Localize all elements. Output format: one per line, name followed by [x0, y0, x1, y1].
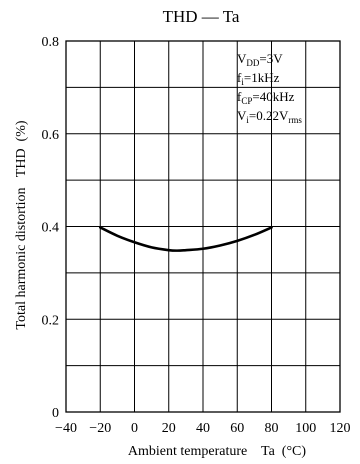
x-tick-labels: −40 −20 0 20 40 60 80 100 120: [55, 421, 350, 436]
y-axis-label: Total harmonic distortion THD (%): [14, 120, 29, 329]
x-tick-label: 20: [162, 421, 176, 436]
conditions-legend: VDD=3V fi=1kHz fCP=40kHz Vi=0.22Vrms: [237, 51, 302, 125]
condition-line: fi=1kHz: [237, 70, 280, 87]
y-tick-labels: 0 0.2 0.4 0.6 0.8: [42, 35, 60, 421]
y-tick-label: 0: [52, 406, 59, 421]
x-tick-label: 40: [196, 421, 210, 436]
condition-line: Vi=0.22Vrms: [237, 108, 302, 125]
condition-line: fCP=40kHz: [237, 89, 295, 106]
y-tick-label: 0.4: [42, 221, 60, 236]
x-tick-label: 80: [265, 421, 279, 436]
x-tick-label: 60: [230, 421, 244, 436]
curve-layer: [98, 226, 273, 252]
condition-line: VDD=3V: [237, 51, 283, 68]
plot-frame: [65, 40, 341, 413]
chart-title: THD — Ta: [163, 7, 240, 26]
y-tick-label: 0.2: [42, 313, 60, 328]
x-tick-label: −40: [55, 421, 77, 436]
x-tick-label: 120: [330, 421, 351, 436]
x-tick-label: 100: [295, 421, 316, 436]
x-axis-label: Ambient temperature Ta (°C): [128, 444, 306, 459]
grid: [65, 40, 341, 413]
thd-curve: [98, 226, 273, 252]
y-tick-label: 0.8: [42, 35, 60, 50]
x-tick-label: −20: [89, 421, 111, 436]
x-tick-label: 0: [131, 421, 138, 436]
y-tick-label: 0.6: [42, 128, 60, 143]
